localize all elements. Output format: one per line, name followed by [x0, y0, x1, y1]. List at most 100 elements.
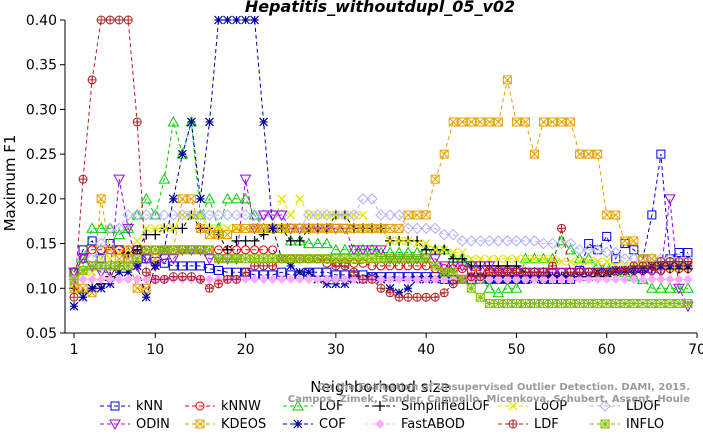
- data-point-ldof: [501, 235, 514, 247]
- data-point-fastabod: [78, 274, 88, 285]
- data-point-inflo: [241, 254, 251, 264]
- x-tick-label: 20: [237, 342, 255, 358]
- watermark-line-1: On the Evaluation of Unsupervised Outlie…: [317, 382, 690, 393]
- data-point-fastabod: [141, 274, 151, 285]
- data-point-fastabod: [520, 274, 531, 285]
- legend-item-loop: LoOP: [498, 399, 567, 414]
- data-point-lof: [646, 282, 658, 293]
- legend-marker-knn: [110, 401, 120, 411]
- data-point-ldof: [321, 209, 333, 221]
- data-point-odin: [203, 254, 216, 265]
- data-point-ldf: [421, 292, 431, 302]
- data-point-inflo: [385, 254, 395, 264]
- data-point-inflo: [141, 245, 151, 255]
- data-point-ldof: [185, 209, 198, 221]
- data-point-inflo: [132, 254, 142, 264]
- data-point-inflo: [195, 245, 205, 255]
- data-point-inflo: [475, 292, 485, 302]
- data-point-kdeos: [611, 210, 621, 220]
- data-point-ldof: [348, 209, 360, 221]
- legend-item-knn: kNN: [100, 399, 163, 414]
- data-point-knnw: [259, 245, 269, 255]
- y-tick-label: 0.35: [26, 58, 57, 74]
- data-point-ldof: [465, 235, 477, 247]
- data-point-ldof: [239, 209, 252, 221]
- legend-marker-inflo: [600, 419, 610, 429]
- data-point-inflo: [78, 265, 88, 275]
- data-point-kdeos: [304, 223, 314, 233]
- data-point-loop: [448, 248, 458, 257]
- data-point-loop: [584, 256, 594, 266]
- y-tick-label: 0.05: [26, 326, 57, 342]
- data-point-kdeos: [232, 223, 242, 233]
- data-point-kdeos: [78, 283, 88, 293]
- data-point-inflo: [340, 254, 350, 264]
- data-point-fastabod: [376, 274, 386, 285]
- y-axis-label: Maximum F1: [1, 135, 19, 232]
- data-point-inflo: [529, 298, 539, 308]
- data-point-inflo: [376, 254, 386, 264]
- data-point-fastabod: [529, 274, 540, 285]
- data-point-kdeos: [539, 117, 549, 127]
- data-point-ldf: [665, 256, 675, 266]
- data-point-lof: [537, 252, 550, 264]
- data-point-odin: [257, 210, 270, 221]
- data-point-kdeos: [105, 245, 115, 255]
- data-point-inflo: [349, 254, 359, 264]
- data-point-simplifiedlof: [294, 235, 305, 246]
- data-point-fastabod: [620, 274, 630, 285]
- data-point-loop: [511, 254, 521, 264]
- data-point-fastabod: [394, 274, 404, 285]
- data-point-lof: [320, 237, 333, 249]
- data-point-ldf: [367, 274, 377, 284]
- data-point-inflo: [322, 254, 332, 264]
- data-point-kdeos: [141, 283, 151, 293]
- data-point-kdeos: [277, 223, 287, 233]
- data-point-knn: [168, 261, 178, 271]
- data-point-knnw: [213, 245, 223, 255]
- data-point-loop: [493, 254, 503, 264]
- data-point-inflo: [313, 254, 323, 264]
- data-point-fastabod: [683, 274, 693, 285]
- data-point-loop: [457, 248, 467, 257]
- data-point-fastabod: [87, 274, 97, 285]
- data-point-odin: [465, 261, 478, 272]
- data-point-cof: [87, 283, 97, 293]
- data-point-lof: [95, 222, 107, 233]
- data-point-ldof: [167, 209, 180, 221]
- data-point-loop: [430, 245, 440, 255]
- data-point-kdeos: [340, 223, 350, 233]
- legend-marker-odin: [109, 419, 121, 431]
- data-point-inflo: [295, 254, 305, 264]
- data-point-fastabod: [331, 274, 341, 285]
- data-point-fastabod: [295, 274, 305, 285]
- legend-marker-ldf: [508, 419, 518, 429]
- axes: 0.05 0.10 0.15 0.20 0.25 0.30 0.35 0.40 1 10 20 30 4…: [26, 13, 703, 358]
- data-point-cof: [268, 223, 278, 233]
- data-point-ldf: [141, 267, 151, 277]
- data-point-kdeos: [213, 230, 223, 240]
- legend-marker-kdeos: [195, 419, 205, 429]
- data-point-kdeos: [502, 75, 512, 85]
- data-point-ldf: [511, 267, 521, 277]
- data-point-ldof: [248, 209, 261, 221]
- data-point-ldof: [474, 235, 487, 247]
- data-point-inflo: [638, 298, 648, 308]
- legend-marker-loop: [508, 401, 518, 411]
- data-point-lof: [113, 228, 126, 240]
- data-point-inflo: [223, 254, 233, 264]
- data-point-inflo: [539, 298, 549, 308]
- y-tick-label: 0.15: [26, 237, 57, 253]
- data-point-inflo: [123, 261, 133, 271]
- data-point-fastabod: [105, 274, 115, 285]
- data-point-inflo: [602, 298, 612, 308]
- data-point-loop: [123, 245, 133, 255]
- data-point-kdeos: [593, 149, 603, 159]
- data-point-cof: [403, 283, 413, 293]
- data-point-fastabod: [403, 274, 413, 285]
- legend-item-simplifiedlof: SimplifiedLOF: [365, 399, 490, 414]
- data-point-ldof: [601, 246, 613, 259]
- data-point-inflo: [457, 274, 467, 284]
- data-point-fastabod: [276, 274, 287, 285]
- data-point-inflo: [114, 261, 124, 271]
